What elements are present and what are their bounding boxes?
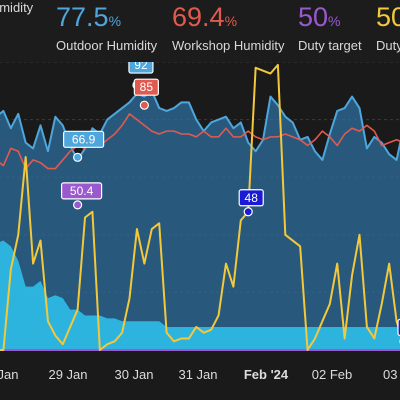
x-tick-label: 29 Jan bbox=[48, 367, 87, 382]
annotation-label: 85 bbox=[140, 80, 154, 94]
stats-header: umidity 77.5% Outdoor Humidity 69.4% Wor… bbox=[0, 0, 400, 56]
stat-value: 50 bbox=[376, 2, 400, 32]
stat-value: 50 bbox=[298, 2, 329, 32]
annotation-marker bbox=[72, 200, 83, 210]
annotation-label: 66.9 bbox=[72, 132, 96, 146]
stat-unit: % bbox=[108, 13, 122, 29]
stat-label: Outdoor Humidity bbox=[56, 38, 158, 53]
x-tick-label: 30 Jan bbox=[114, 367, 153, 382]
stat-workshop-humidity: 69.4% Workshop Humidity bbox=[172, 0, 284, 54]
x-tick-label: 03 F bbox=[383, 367, 400, 382]
x-tick-label: 02 Feb bbox=[312, 367, 352, 382]
x-tick-label: 31 Jan bbox=[178, 367, 217, 382]
stat-value: 69.4 bbox=[172, 2, 225, 32]
duty-line bbox=[0, 63, 400, 351]
stat-label: umidity bbox=[0, 0, 34, 15]
annotation-label: 92 bbox=[134, 62, 148, 72]
annotation-marker bbox=[139, 100, 149, 110]
annotation-marker bbox=[243, 207, 253, 217]
stat-unit: % bbox=[328, 13, 341, 29]
annotation-marker bbox=[72, 152, 83, 162]
stat-label: Workshop Humidity bbox=[172, 38, 285, 53]
stat-value: 77.5 bbox=[56, 2, 109, 32]
outdoor-humidity-line bbox=[0, 89, 400, 161]
indoor-humidity-area bbox=[0, 240, 400, 350]
stat-humidity: umidity bbox=[0, 0, 33, 16]
annotation-label: 50.4 bbox=[70, 184, 94, 198]
annotation-box bbox=[128, 62, 154, 74]
x-tick-label: Jan bbox=[0, 367, 18, 382]
workshop-humidity-line bbox=[0, 113, 400, 170]
stat-unit: % bbox=[224, 13, 238, 29]
annotation-box bbox=[60, 182, 103, 200]
stat-label: Duty bbox=[376, 38, 400, 53]
x-tick-label: Feb '24 bbox=[244, 367, 289, 382]
stat-label: Duty target bbox=[298, 38, 362, 53]
stat-outdoor-humidity: 77.5% Outdoor Humidity bbox=[56, 0, 157, 54]
outdoor-humidity-area bbox=[0, 90, 400, 350]
annotation-box bbox=[133, 78, 159, 96]
annotation-box bbox=[238, 189, 264, 207]
stat-duty-target: 50% Duty target bbox=[298, 0, 362, 54]
annotation-label: 48 bbox=[245, 191, 259, 205]
annotation-box bbox=[62, 130, 105, 148]
stat-duty: 50 Duty bbox=[376, 0, 400, 54]
